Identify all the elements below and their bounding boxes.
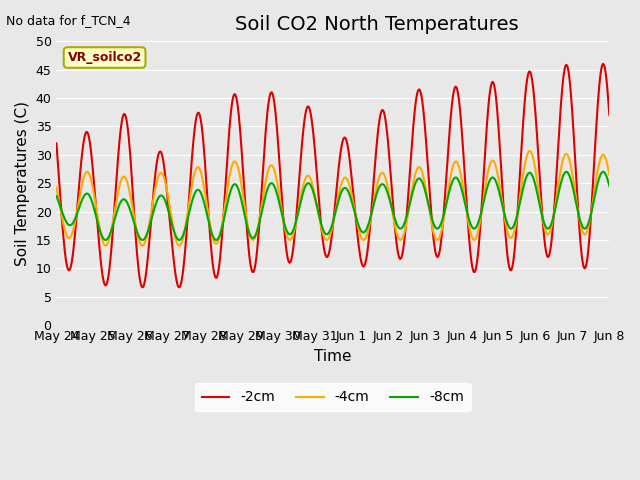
-8cm bbox=[102, 237, 109, 243]
-8cm bbox=[63, 219, 70, 225]
Line: -4cm: -4cm bbox=[56, 151, 609, 246]
-4cm bbox=[63, 232, 70, 238]
-8cm bbox=[417, 177, 425, 182]
-4cm bbox=[401, 228, 408, 234]
-8cm bbox=[205, 222, 213, 228]
Line: -8cm: -8cm bbox=[56, 172, 609, 240]
-4cm bbox=[120, 174, 128, 180]
Line: -2cm: -2cm bbox=[56, 64, 609, 288]
Legend: -2cm, -4cm, -8cm: -2cm, -4cm, -8cm bbox=[195, 384, 471, 411]
-8cm bbox=[52, 193, 60, 199]
-4cm bbox=[205, 219, 213, 225]
Y-axis label: Soil Temperatures (C): Soil Temperatures (C) bbox=[15, 101, 30, 265]
Title: Soil CO2 North Temperatures: Soil CO2 North Temperatures bbox=[236, 15, 519, 34]
-4cm bbox=[52, 184, 60, 190]
-8cm bbox=[599, 169, 607, 175]
-8cm bbox=[401, 219, 408, 225]
-2cm bbox=[599, 61, 607, 67]
-2cm bbox=[401, 234, 408, 240]
-2cm bbox=[139, 285, 147, 290]
-2cm bbox=[605, 112, 613, 118]
-4cm bbox=[525, 148, 533, 154]
-8cm bbox=[605, 183, 613, 189]
-8cm bbox=[177, 237, 184, 242]
-4cm bbox=[605, 172, 613, 178]
Text: No data for f_TCN_4: No data for f_TCN_4 bbox=[6, 14, 131, 27]
-4cm bbox=[417, 166, 425, 172]
-4cm bbox=[102, 243, 109, 249]
-4cm bbox=[177, 242, 184, 248]
Text: VR_soilco2: VR_soilco2 bbox=[67, 51, 141, 64]
-8cm bbox=[120, 196, 128, 202]
-2cm bbox=[177, 283, 184, 289]
X-axis label: Time: Time bbox=[314, 348, 351, 364]
-2cm bbox=[417, 91, 425, 96]
-2cm bbox=[63, 260, 70, 266]
-2cm bbox=[120, 112, 127, 118]
-2cm bbox=[52, 141, 60, 146]
-2cm bbox=[205, 224, 213, 230]
